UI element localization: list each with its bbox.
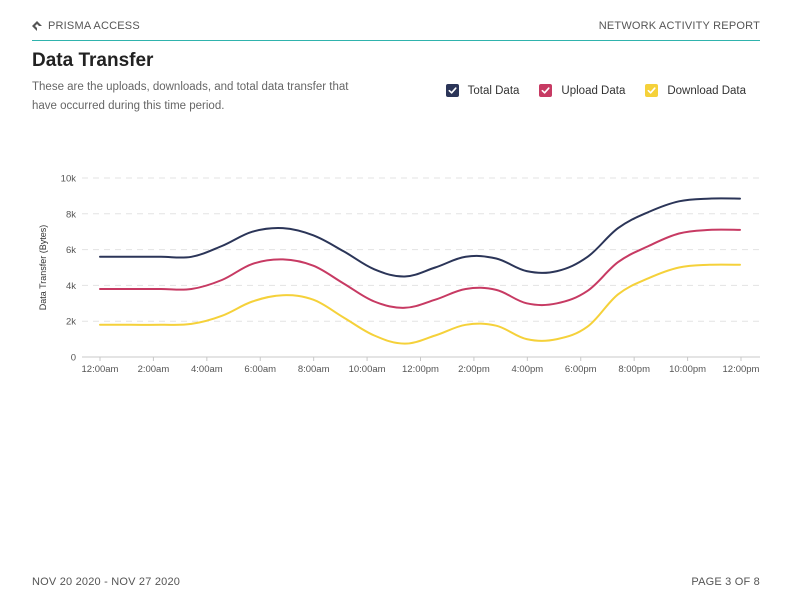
legend-item-download-data[interactable]: Download Data bbox=[645, 84, 746, 97]
checkbox-checked-icon[interactable] bbox=[445, 84, 459, 97]
report-title: NETWORK ACTIVITY REPORT bbox=[598, 20, 760, 32]
chart-legend: Total Data Upload Data Download Data bbox=[426, 84, 746, 97]
checkbox-checked-icon[interactable] bbox=[539, 84, 553, 97]
legend-label: Upload Data bbox=[561, 84, 626, 97]
series-line-total-data bbox=[99, 197, 741, 278]
y-axis-label: Data Transfer (Bytes) bbox=[38, 225, 48, 311]
section-description: These are the uploads, downloads, and to… bbox=[32, 81, 349, 112]
series-line-download-data bbox=[99, 263, 741, 345]
brand: PRISMA ACCESS bbox=[32, 20, 140, 32]
report-header: PRISMA ACCESS NETWORK ACTIVITY REPORT bbox=[32, 20, 760, 41]
y-tick-label: 6k bbox=[66, 245, 76, 256]
x-tick-label: 8:00am bbox=[298, 364, 330, 375]
brand-name: PRISMA ACCESS bbox=[48, 20, 140, 32]
y-tick-label: 10k bbox=[61, 174, 77, 185]
y-tick-label: 4k bbox=[66, 281, 76, 292]
x-tick-label: 6:00am bbox=[244, 364, 276, 375]
x-tick-label: 12:00am bbox=[82, 364, 119, 375]
legend-label: Total Data bbox=[467, 84, 520, 97]
footer-date-range: NOV 20 2020 - NOV 27 2020 bbox=[32, 576, 181, 588]
prisma-logo-icon bbox=[32, 21, 42, 31]
data-transfer-chart: 0 2k 4k 6k 8k 10k Data Transfer (Bytes) 12:00am… bbox=[38, 174, 760, 375]
y-tick-label: 2k bbox=[66, 317, 76, 328]
x-tick-label: 2:00pm bbox=[458, 364, 490, 375]
x-tick-label: 6:00pm bbox=[565, 364, 597, 375]
section-title: Data Transfer bbox=[32, 50, 154, 71]
legend-label: Download Data bbox=[667, 84, 746, 97]
x-tick-label: 12:00pm bbox=[723, 364, 760, 375]
legend-item-total-data[interactable]: Total Data bbox=[445, 84, 520, 97]
x-tick-label: 4:00pm bbox=[511, 364, 543, 375]
series-line-upload-data bbox=[99, 228, 741, 309]
x-tick-label: 2:00am bbox=[138, 364, 170, 375]
footer-page-number: PAGE 3 OF 8 bbox=[691, 576, 760, 588]
x-tick-label: 8:00pm bbox=[618, 364, 650, 375]
y-tick-label: 0 bbox=[71, 353, 76, 364]
x-tick-label: 10:00pm bbox=[669, 364, 706, 375]
legend-item-upload-data[interactable]: Upload Data bbox=[539, 84, 625, 97]
x-tick-label: 10:00am bbox=[349, 364, 386, 375]
x-tick-label: 4:00am bbox=[191, 364, 223, 375]
checkbox-checked-icon[interactable] bbox=[645, 84, 659, 97]
x-tick-label: 12:00pm bbox=[402, 364, 439, 375]
y-tick-label: 8k bbox=[66, 209, 76, 220]
